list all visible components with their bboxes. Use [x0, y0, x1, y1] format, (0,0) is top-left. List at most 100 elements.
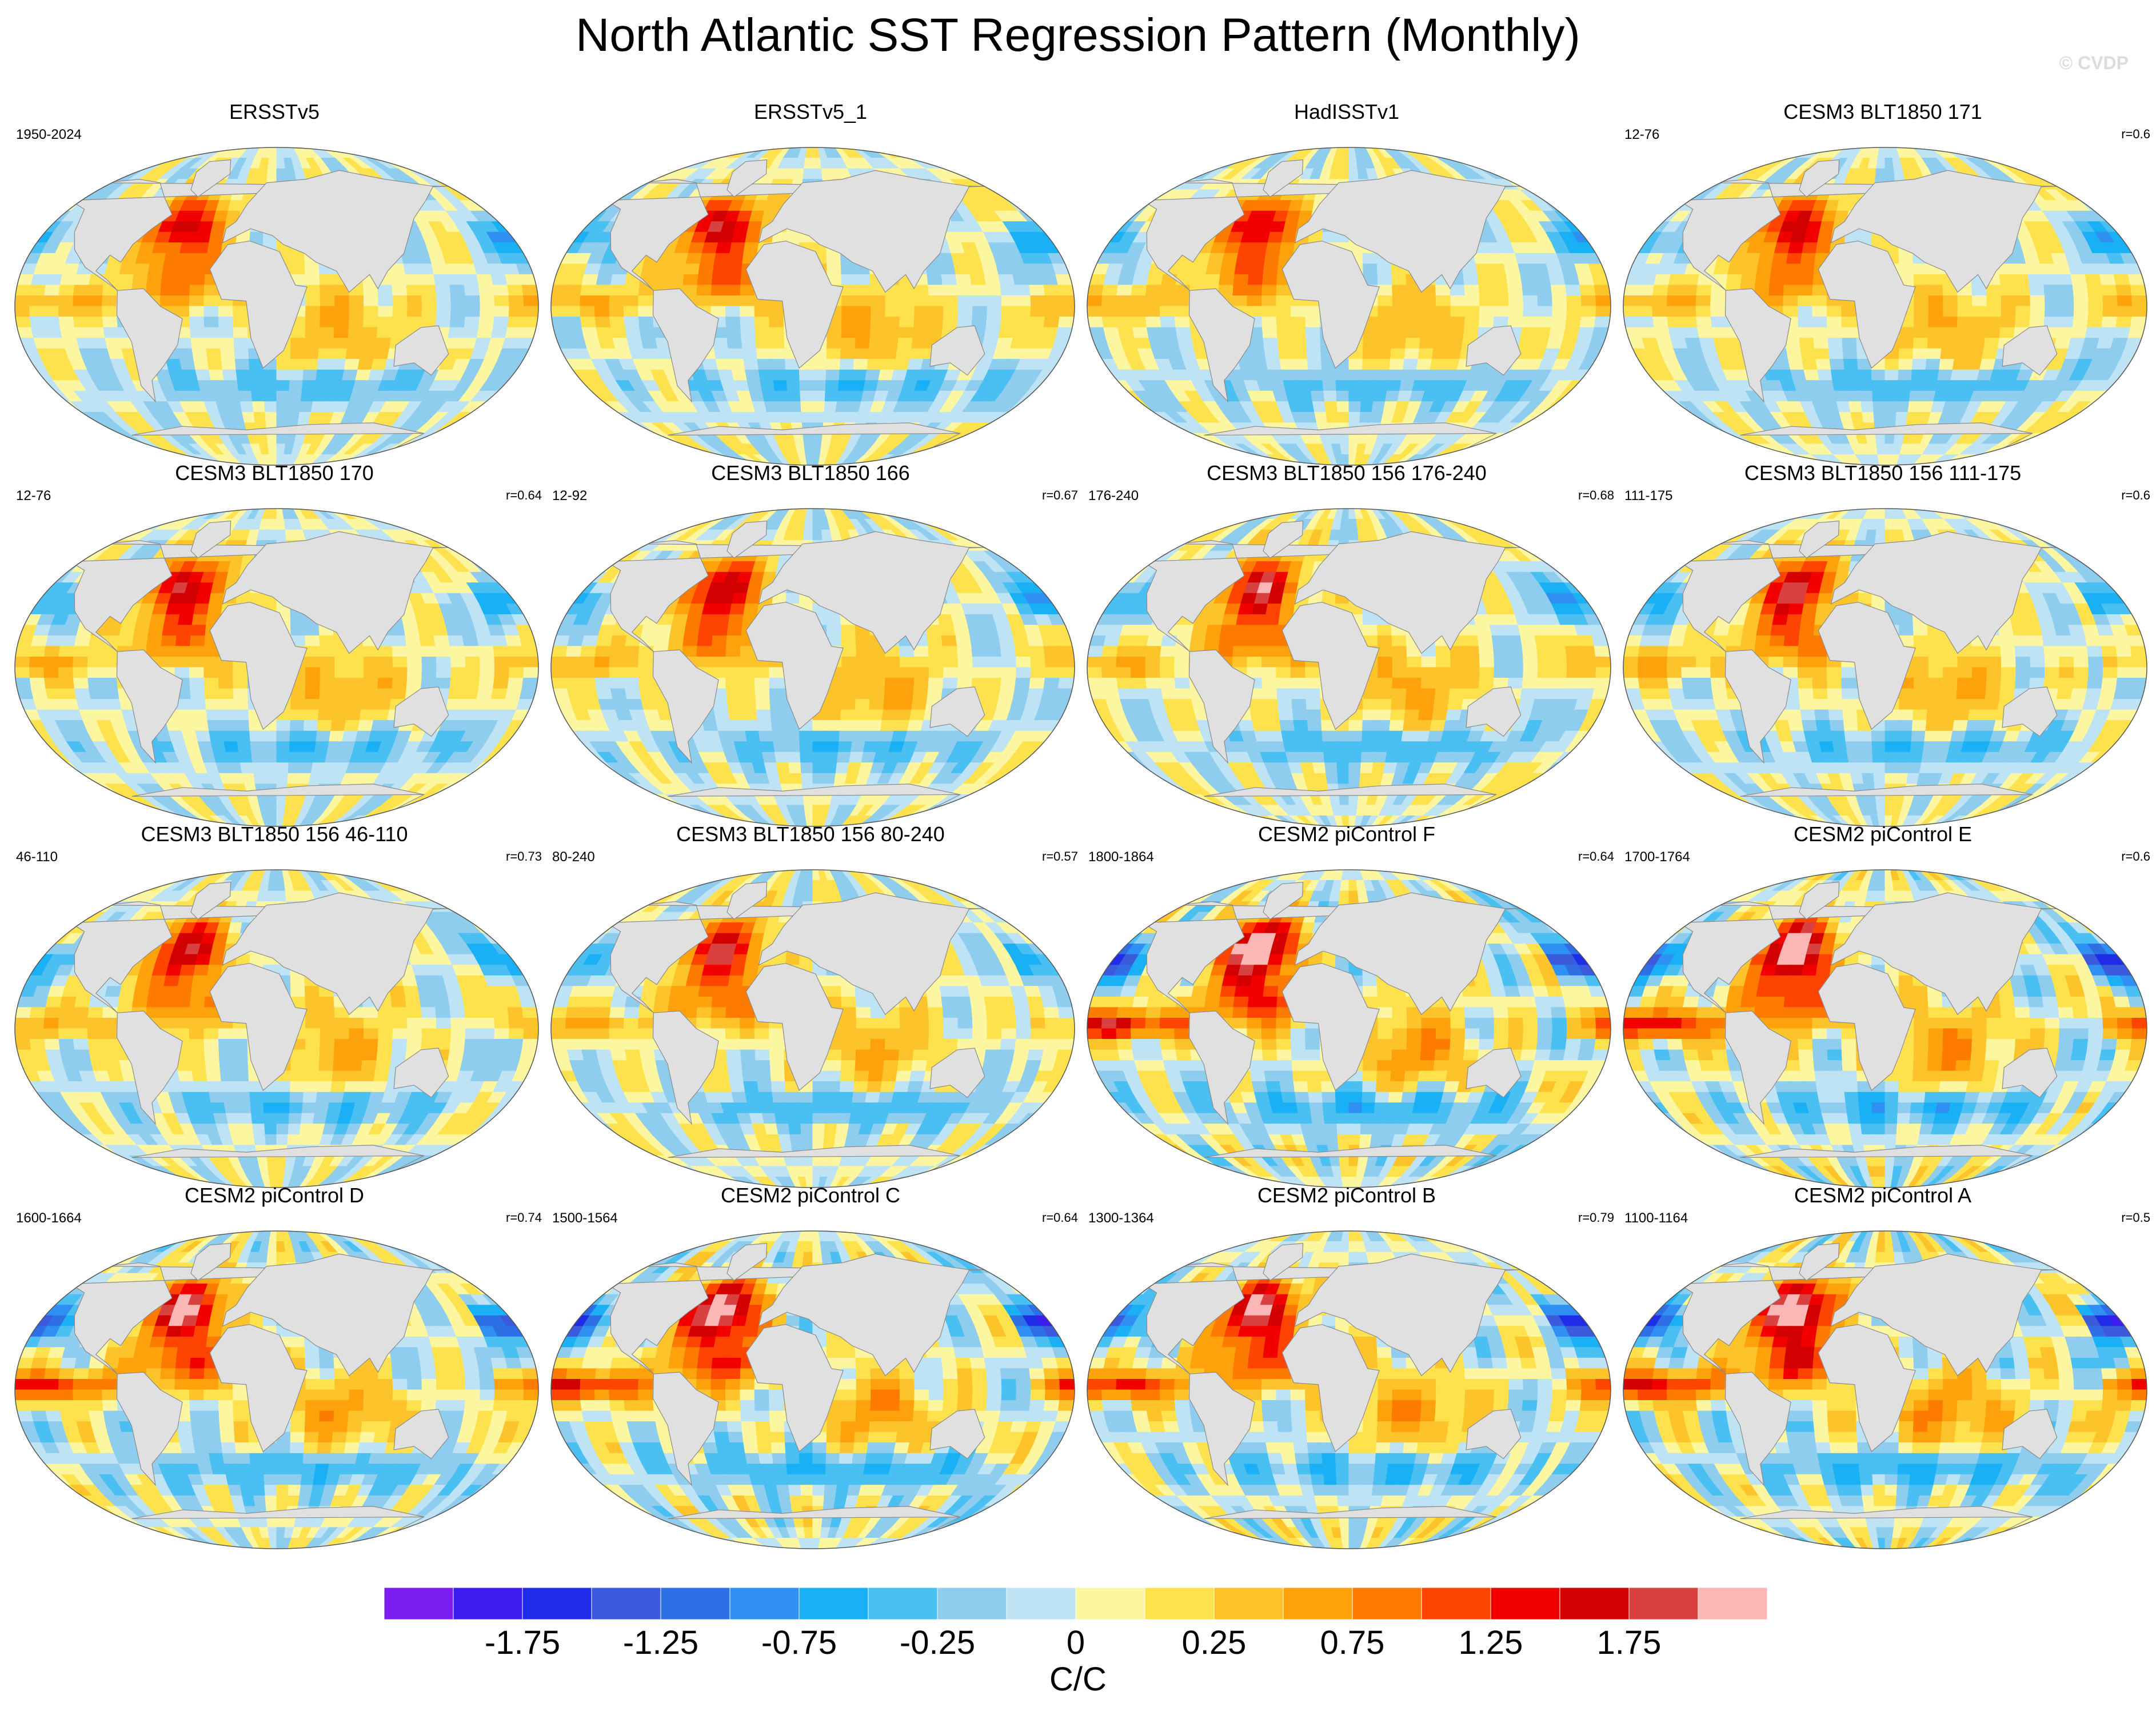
sst-cell — [197, 221, 214, 233]
sst-cell — [158, 509, 193, 520]
sst-cell — [449, 646, 466, 657]
sst-cell — [684, 263, 701, 275]
sst-cell — [1348, 168, 1359, 180]
sst-cell — [1329, 433, 1341, 445]
sst-cell — [1348, 401, 1362, 413]
sst-cell — [266, 168, 277, 180]
sst-cell — [696, 295, 712, 307]
sst-cell — [903, 147, 939, 159]
continent-africa — [745, 241, 844, 369]
sst-cell — [812, 359, 827, 370]
sst-cell — [189, 317, 205, 328]
sst-cell — [865, 369, 881, 381]
sst-cell — [728, 348, 744, 360]
sst-cell — [2073, 306, 2089, 318]
sst-cell — [1563, 327, 1580, 339]
sst-cell — [653, 274, 670, 286]
sst-cell — [465, 295, 481, 307]
sst-cell — [1508, 306, 1524, 318]
sst-cell — [1264, 253, 1280, 265]
sst-cell — [1897, 390, 1911, 402]
sst-cell — [1057, 285, 1075, 296]
sst-cell — [159, 656, 175, 668]
sst-cell — [1876, 443, 1886, 455]
sst-cell — [508, 656, 525, 668]
sst-cell — [1925, 359, 1941, 370]
sst-cell — [2059, 306, 2075, 318]
sst-cell — [1595, 295, 1611, 307]
sst-cell — [462, 327, 480, 339]
sst-cell — [1290, 306, 1306, 318]
sst-cell — [305, 295, 321, 307]
sst-cell — [1435, 317, 1451, 328]
sst-cell — [1148, 338, 1167, 349]
sst-cell — [209, 593, 225, 605]
sst-cell — [105, 625, 122, 636]
sst-cell — [1537, 295, 1553, 307]
sst-cell — [362, 678, 379, 689]
sst-cell — [1430, 359, 1447, 370]
sst-cell — [1550, 285, 1567, 296]
sst-cell — [1927, 338, 1943, 349]
sst-cell — [1983, 338, 2000, 349]
continent-south-america — [116, 288, 183, 403]
sst-cell — [1464, 295, 1480, 307]
sst-cell — [1175, 327, 1192, 339]
sst-cell — [740, 327, 756, 339]
sst-cell — [147, 263, 165, 275]
sst-cell — [348, 317, 364, 328]
sst-cell — [249, 369, 264, 381]
sst-cell — [1534, 327, 1552, 339]
sst-cell — [436, 656, 452, 668]
sst-cell — [2117, 295, 2133, 307]
sst-cell — [299, 401, 314, 413]
sst-cell — [87, 656, 103, 668]
sst-cell — [2030, 306, 2046, 318]
sst-cell — [87, 646, 104, 657]
continent-australia — [1466, 325, 1522, 376]
sst-cell — [348, 327, 364, 339]
sst-cell — [1812, 327, 1828, 339]
sst-cell — [1363, 263, 1378, 275]
sst-cell — [841, 317, 857, 328]
sst-cell — [1348, 454, 1357, 465]
sst-cell — [2011, 263, 2029, 275]
sst-cell — [1044, 306, 1061, 318]
sst-cell — [102, 317, 118, 328]
sst-cell — [253, 411, 266, 423]
sst-cell — [1566, 306, 1582, 318]
sst-cell — [150, 147, 187, 159]
sst-cell — [728, 253, 744, 265]
sst-cell — [981, 338, 999, 349]
sst-cell — [376, 327, 393, 339]
sst-cell — [493, 317, 509, 328]
sst-cell — [1522, 285, 1538, 296]
sst-cell — [725, 295, 741, 307]
sst-cell — [191, 253, 208, 265]
sst-cell — [349, 295, 365, 307]
sst-cell — [143, 509, 181, 520]
sst-cell — [626, 338, 644, 349]
sst-cell — [913, 285, 929, 296]
sst-cell — [302, 369, 318, 381]
sst-cell — [1401, 369, 1417, 381]
sst-cell — [162, 625, 178, 636]
sst-cell — [363, 667, 379, 679]
sst-cell — [1699, 338, 1716, 349]
panel-title: CESM3 BLT1850 170 — [175, 461, 374, 485]
sst-cell — [682, 274, 699, 286]
sst-cell — [1843, 359, 1859, 370]
sst-cell — [1956, 327, 1973, 339]
sst-cell — [1937, 369, 1953, 381]
sst-cell — [1999, 274, 2015, 286]
sst-cell — [1802, 242, 1818, 254]
sst-cell — [305, 635, 321, 647]
sst-cell — [1520, 274, 1537, 286]
sst-cell — [1030, 295, 1046, 307]
sst-cell — [1116, 317, 1133, 328]
sst-cell — [1898, 369, 1913, 381]
sst-cell — [1014, 285, 1031, 296]
sst-cell — [1001, 306, 1017, 318]
sst-cell — [1927, 274, 1943, 286]
sst-cell — [1314, 411, 1328, 423]
